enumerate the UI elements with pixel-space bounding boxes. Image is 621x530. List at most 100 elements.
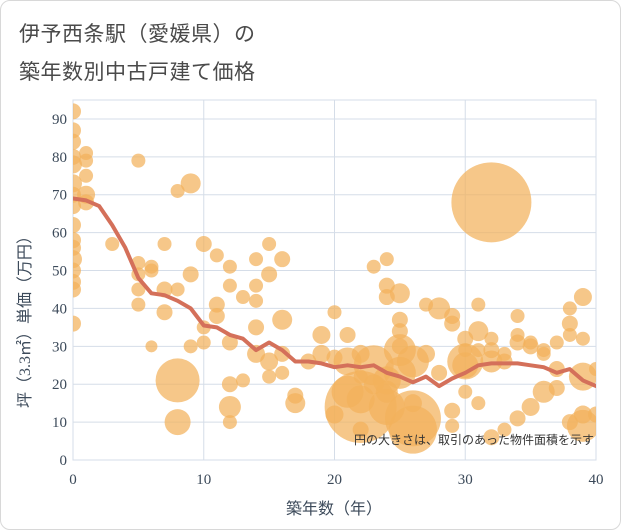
- data-bubble: [195, 236, 212, 252]
- data-bubble: [249, 278, 264, 293]
- data-bubble: [353, 369, 368, 384]
- data-bubble: [510, 309, 525, 323]
- data-bubble: [561, 414, 578, 431]
- data-bubble: [79, 168, 94, 183]
- data-bubble: [562, 327, 577, 342]
- y-tick-label: 20: [52, 377, 67, 393]
- data-bubble: [73, 315, 81, 332]
- data-bubble: [208, 308, 225, 324]
- data-bubble: [182, 266, 199, 283]
- y-tick-label: 60: [52, 226, 67, 242]
- data-bubble: [164, 409, 191, 436]
- data-bubble: [379, 252, 394, 267]
- data-bubble: [260, 352, 279, 371]
- data-bubble: [73, 239, 81, 256]
- data-bubble: [471, 297, 486, 312]
- data-bubble: [157, 237, 172, 251]
- data-bubble: [521, 397, 540, 416]
- data-bubble: [73, 148, 81, 165]
- data-bubble: [562, 301, 577, 316]
- data-bubble: [417, 344, 436, 363]
- data-bubble: [272, 309, 293, 330]
- data-bubble: [351, 344, 370, 363]
- data-bubble: [444, 315, 461, 332]
- data-bubble: [497, 346, 512, 361]
- data-bubble: [458, 384, 473, 399]
- y-tick-label: 30: [52, 339, 67, 355]
- data-bubble: [312, 344, 331, 363]
- data-bubble: [221, 334, 238, 351]
- data-bubble: [483, 429, 500, 446]
- data-bubble: [196, 335, 211, 350]
- data-bubble: [262, 369, 277, 384]
- data-bubble: [131, 282, 146, 297]
- y-tick-label: 50: [52, 264, 67, 280]
- data-bubble: [222, 415, 237, 430]
- data-bubble: [287, 387, 304, 404]
- data-bubble: [471, 343, 486, 358]
- data-bubble: [573, 288, 592, 307]
- bubble-layer: [73, 103, 596, 454]
- data-bubble: [352, 421, 369, 438]
- y-axis-label: 坪（3.3㎡）単価（万円）: [16, 228, 34, 408]
- data-bubble: [523, 335, 538, 350]
- data-bubble: [145, 340, 158, 353]
- data-bubble: [346, 385, 375, 414]
- data-bubble: [589, 362, 596, 377]
- data-bubble: [419, 297, 434, 312]
- data-bubble: [366, 259, 381, 274]
- data-bubble: [156, 304, 173, 321]
- data-bubble: [451, 162, 532, 243]
- data-bubble: [275, 365, 290, 380]
- data-bubble: [326, 349, 343, 366]
- y-tick-label: 90: [52, 112, 67, 128]
- data-bubble: [325, 405, 344, 424]
- x-tick-label: 10: [196, 472, 211, 488]
- data-bubble: [391, 338, 408, 355]
- data-bubble: [444, 402, 461, 419]
- data-bubble: [222, 259, 237, 274]
- data-bubble: [248, 319, 265, 336]
- data-bubble: [262, 237, 277, 251]
- data-bubble: [79, 153, 94, 168]
- data-bubble: [170, 183, 185, 198]
- chart-title-line-2: 築年数別中古戸建て価格: [19, 60, 256, 84]
- data-bubble: [249, 252, 264, 267]
- data-bubble: [339, 326, 356, 343]
- data-bubble: [484, 331, 499, 346]
- data-bubble: [389, 283, 410, 304]
- data-bubble: [575, 331, 590, 346]
- data-bubble: [235, 290, 250, 305]
- x-tick-label: 20: [327, 472, 342, 488]
- data-bubble: [73, 281, 81, 298]
- data-bubble: [497, 422, 512, 437]
- data-bubble: [458, 343, 473, 358]
- data-bubble: [391, 323, 408, 340]
- data-bubble: [403, 394, 422, 413]
- y-tick-label: 0: [60, 453, 68, 469]
- chart-title-line-1: 伊予西条駅（愛媛県）の: [19, 22, 256, 46]
- data-bubble: [131, 297, 146, 312]
- data-bubble: [208, 296, 225, 313]
- x-tick-label: 30: [458, 472, 473, 488]
- data-bubble: [222, 278, 237, 293]
- data-bubble: [180, 173, 201, 194]
- average-trend-line: [73, 196, 596, 389]
- x-axis-label: 築年数（年）: [286, 500, 382, 518]
- data-bubble: [170, 282, 185, 297]
- y-tick-label: 80: [52, 150, 67, 166]
- data-bubble: [144, 263, 159, 278]
- y-tick-label: 70: [52, 188, 67, 204]
- y-tick-label: 40: [52, 301, 67, 317]
- data-bubble: [363, 374, 384, 395]
- data-bubble: [548, 380, 565, 396]
- data-bubble: [561, 315, 578, 332]
- x-tick-label: 40: [589, 472, 604, 488]
- data-bubble: [468, 321, 489, 342]
- data-bubble: [183, 339, 198, 354]
- data-bubble: [221, 376, 238, 393]
- data-bubble: [509, 410, 526, 427]
- data-bubble: [483, 342, 500, 359]
